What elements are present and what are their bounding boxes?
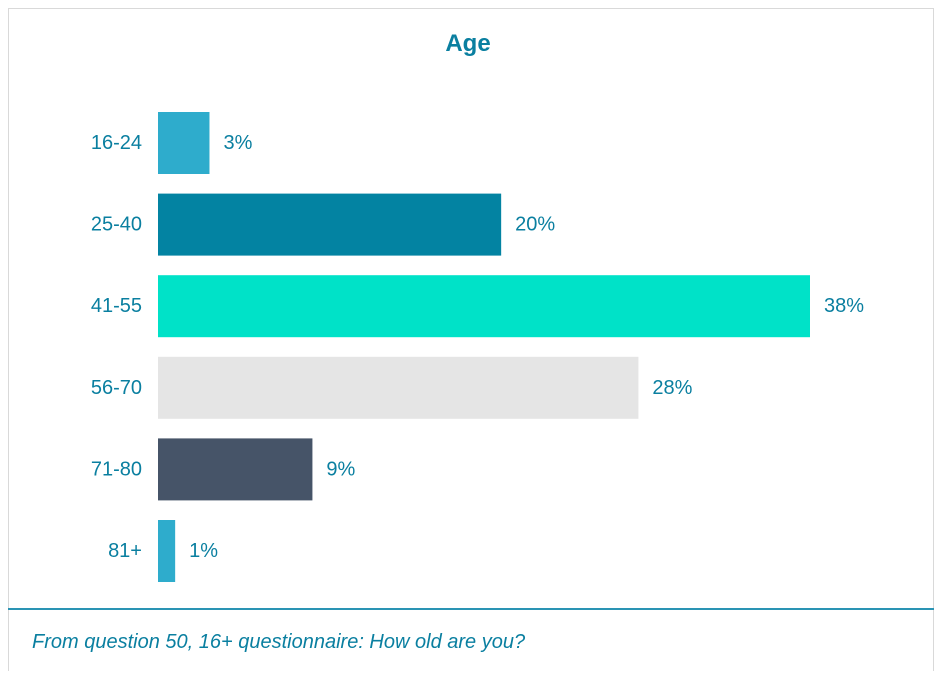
value-label: 3% [223, 132, 252, 154]
value-label: 38% [824, 295, 864, 317]
footnote-divider [8, 608, 934, 610]
category-label: 71-80 [91, 458, 142, 480]
category-label: 25-40 [91, 214, 142, 236]
category-label: 56-70 [91, 377, 142, 399]
value-label: 28% [652, 377, 692, 399]
bar [158, 520, 176, 582]
chart-frame [8, 8, 934, 671]
bar [158, 112, 210, 174]
bar [158, 356, 639, 419]
bar [158, 438, 313, 501]
category-label: 41-55 [91, 295, 142, 317]
value-label: 20% [515, 214, 555, 236]
category-label: 81+ [108, 540, 142, 562]
bar [158, 193, 502, 256]
bar [158, 275, 810, 338]
value-label: 1% [189, 540, 218, 562]
category-label: 16-24 [91, 132, 142, 154]
bar-chart: 16-24 3% 25-40 20% 41-55 38% 56-70 28% 71-80 9% 81… [91, 112, 864, 582]
value-label: 9% [326, 458, 355, 480]
footnote-text: From question 50, 16+ questionnaire: How… [32, 631, 526, 653]
chart-title: Age [445, 30, 491, 57]
